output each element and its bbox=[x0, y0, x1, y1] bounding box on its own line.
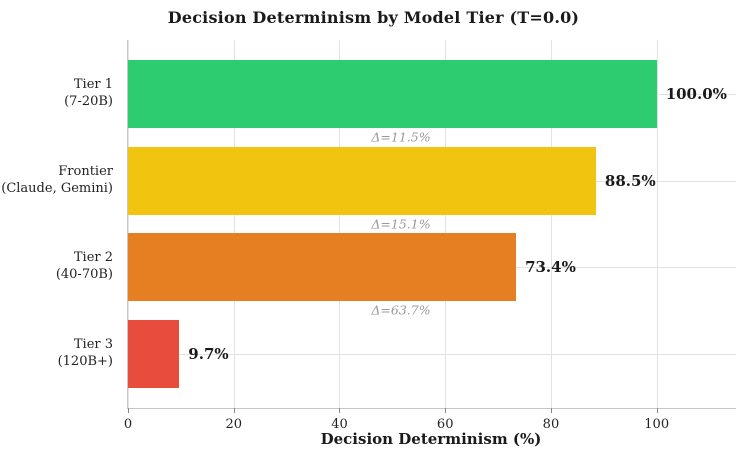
x-tick-label: 100 bbox=[644, 417, 670, 432]
delta-annotation-2: Δ=15.1% bbox=[371, 216, 431, 232]
value-label-tier2: 73.4% bbox=[525, 258, 576, 276]
x-tick-mark bbox=[233, 408, 235, 413]
plot-area: 100.0% 88.5% 73.4% 9.7% Δ=11.5% Δ=15.1% … bbox=[124, 40, 736, 432]
category-label-line2: (7-20B) bbox=[64, 94, 113, 109]
x-tick-label: 80 bbox=[542, 417, 560, 432]
x-axis-label: Decision Determinism (%) bbox=[320, 430, 542, 448]
x-gridline bbox=[128, 40, 129, 408]
delta-annotation-3: Δ=63.7% bbox=[371, 302, 431, 318]
category-label-frontier: Frontier (Claude, Gemini) bbox=[0, 147, 120, 215]
value-label-tier1: 100.0% bbox=[665, 85, 727, 103]
x-tick-label: 0 bbox=[123, 417, 133, 432]
y-gridline bbox=[128, 354, 736, 355]
category-label-tier3: Tier 3 (120B+) bbox=[0, 320, 120, 388]
bar-tier2 bbox=[128, 233, 517, 301]
x-tick-mark bbox=[339, 408, 341, 413]
bar-frontier bbox=[128, 147, 596, 215]
category-label-tier2: Tier 2 (40-70B) bbox=[0, 233, 120, 301]
bar-tier3 bbox=[128, 320, 180, 388]
value-label-frontier: 88.5% bbox=[604, 172, 656, 190]
x-tick-label: 60 bbox=[436, 417, 454, 432]
value-label-tier3: 9.7% bbox=[188, 345, 229, 363]
category-label-line1: Tier 3 bbox=[73, 337, 113, 353]
chart-title: Decision Determinism by Model Tier (T=0.… bbox=[167, 8, 580, 27]
x-gridline bbox=[550, 40, 552, 408]
category-label-line1: Tier 2 bbox=[73, 250, 113, 266]
x-tick-label: 40 bbox=[331, 417, 348, 432]
x-tick-mark bbox=[128, 408, 129, 413]
x-gridline bbox=[233, 40, 235, 408]
category-label-tier1: Tier 1 (7-20B) bbox=[0, 60, 120, 128]
category-label-line1: Frontier bbox=[58, 164, 113, 180]
x-tick-mark bbox=[445, 408, 447, 413]
x-tick-label: 20 bbox=[225, 417, 243, 432]
x-tick-mark bbox=[550, 408, 552, 413]
category-label-line2: (Claude, Gemini) bbox=[1, 181, 113, 196]
x-gridline bbox=[445, 40, 447, 408]
delta-annotation-1: Δ=11.5% bbox=[371, 129, 431, 145]
category-label-line2: (120B+) bbox=[57, 354, 113, 369]
bar-tier1 bbox=[128, 60, 657, 128]
x-tick-mark bbox=[656, 408, 658, 413]
x-gridline bbox=[339, 40, 341, 408]
x-gridline bbox=[656, 40, 658, 408]
category-label-line1: Tier 1 bbox=[73, 77, 113, 93]
category-label-line2: (40-70B) bbox=[55, 267, 113, 282]
